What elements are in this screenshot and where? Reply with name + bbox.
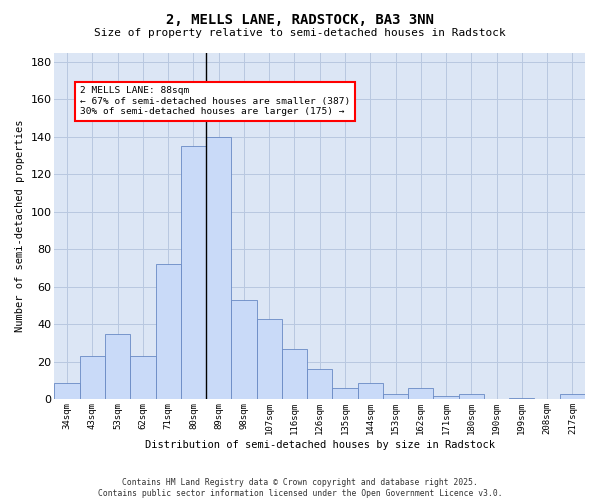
- Bar: [458, 394, 484, 400]
- Bar: [155, 264, 181, 400]
- Bar: [232, 300, 257, 400]
- Bar: [509, 398, 535, 400]
- Text: Contains HM Land Registry data © Crown copyright and database right 2025.
Contai: Contains HM Land Registry data © Crown c…: [98, 478, 502, 498]
- Bar: [433, 396, 458, 400]
- Bar: [206, 137, 232, 400]
- Bar: [55, 382, 80, 400]
- Bar: [383, 394, 408, 400]
- Bar: [181, 146, 206, 400]
- Bar: [80, 356, 105, 400]
- Text: 2, MELLS LANE, RADSTOCK, BA3 3NN: 2, MELLS LANE, RADSTOCK, BA3 3NN: [166, 12, 434, 26]
- Bar: [282, 349, 307, 400]
- Bar: [257, 319, 282, 400]
- Bar: [408, 388, 433, 400]
- Bar: [560, 394, 585, 400]
- Bar: [130, 356, 155, 400]
- Bar: [358, 382, 383, 400]
- Bar: [332, 388, 358, 400]
- Bar: [105, 334, 130, 400]
- X-axis label: Distribution of semi-detached houses by size in Radstock: Distribution of semi-detached houses by …: [145, 440, 495, 450]
- Bar: [307, 370, 332, 400]
- Text: 2 MELLS LANE: 88sqm
← 67% of semi-detached houses are smaller (387)
30% of semi-: 2 MELLS LANE: 88sqm ← 67% of semi-detach…: [80, 86, 350, 116]
- Text: Size of property relative to semi-detached houses in Radstock: Size of property relative to semi-detach…: [94, 28, 506, 38]
- Y-axis label: Number of semi-detached properties: Number of semi-detached properties: [15, 120, 25, 332]
